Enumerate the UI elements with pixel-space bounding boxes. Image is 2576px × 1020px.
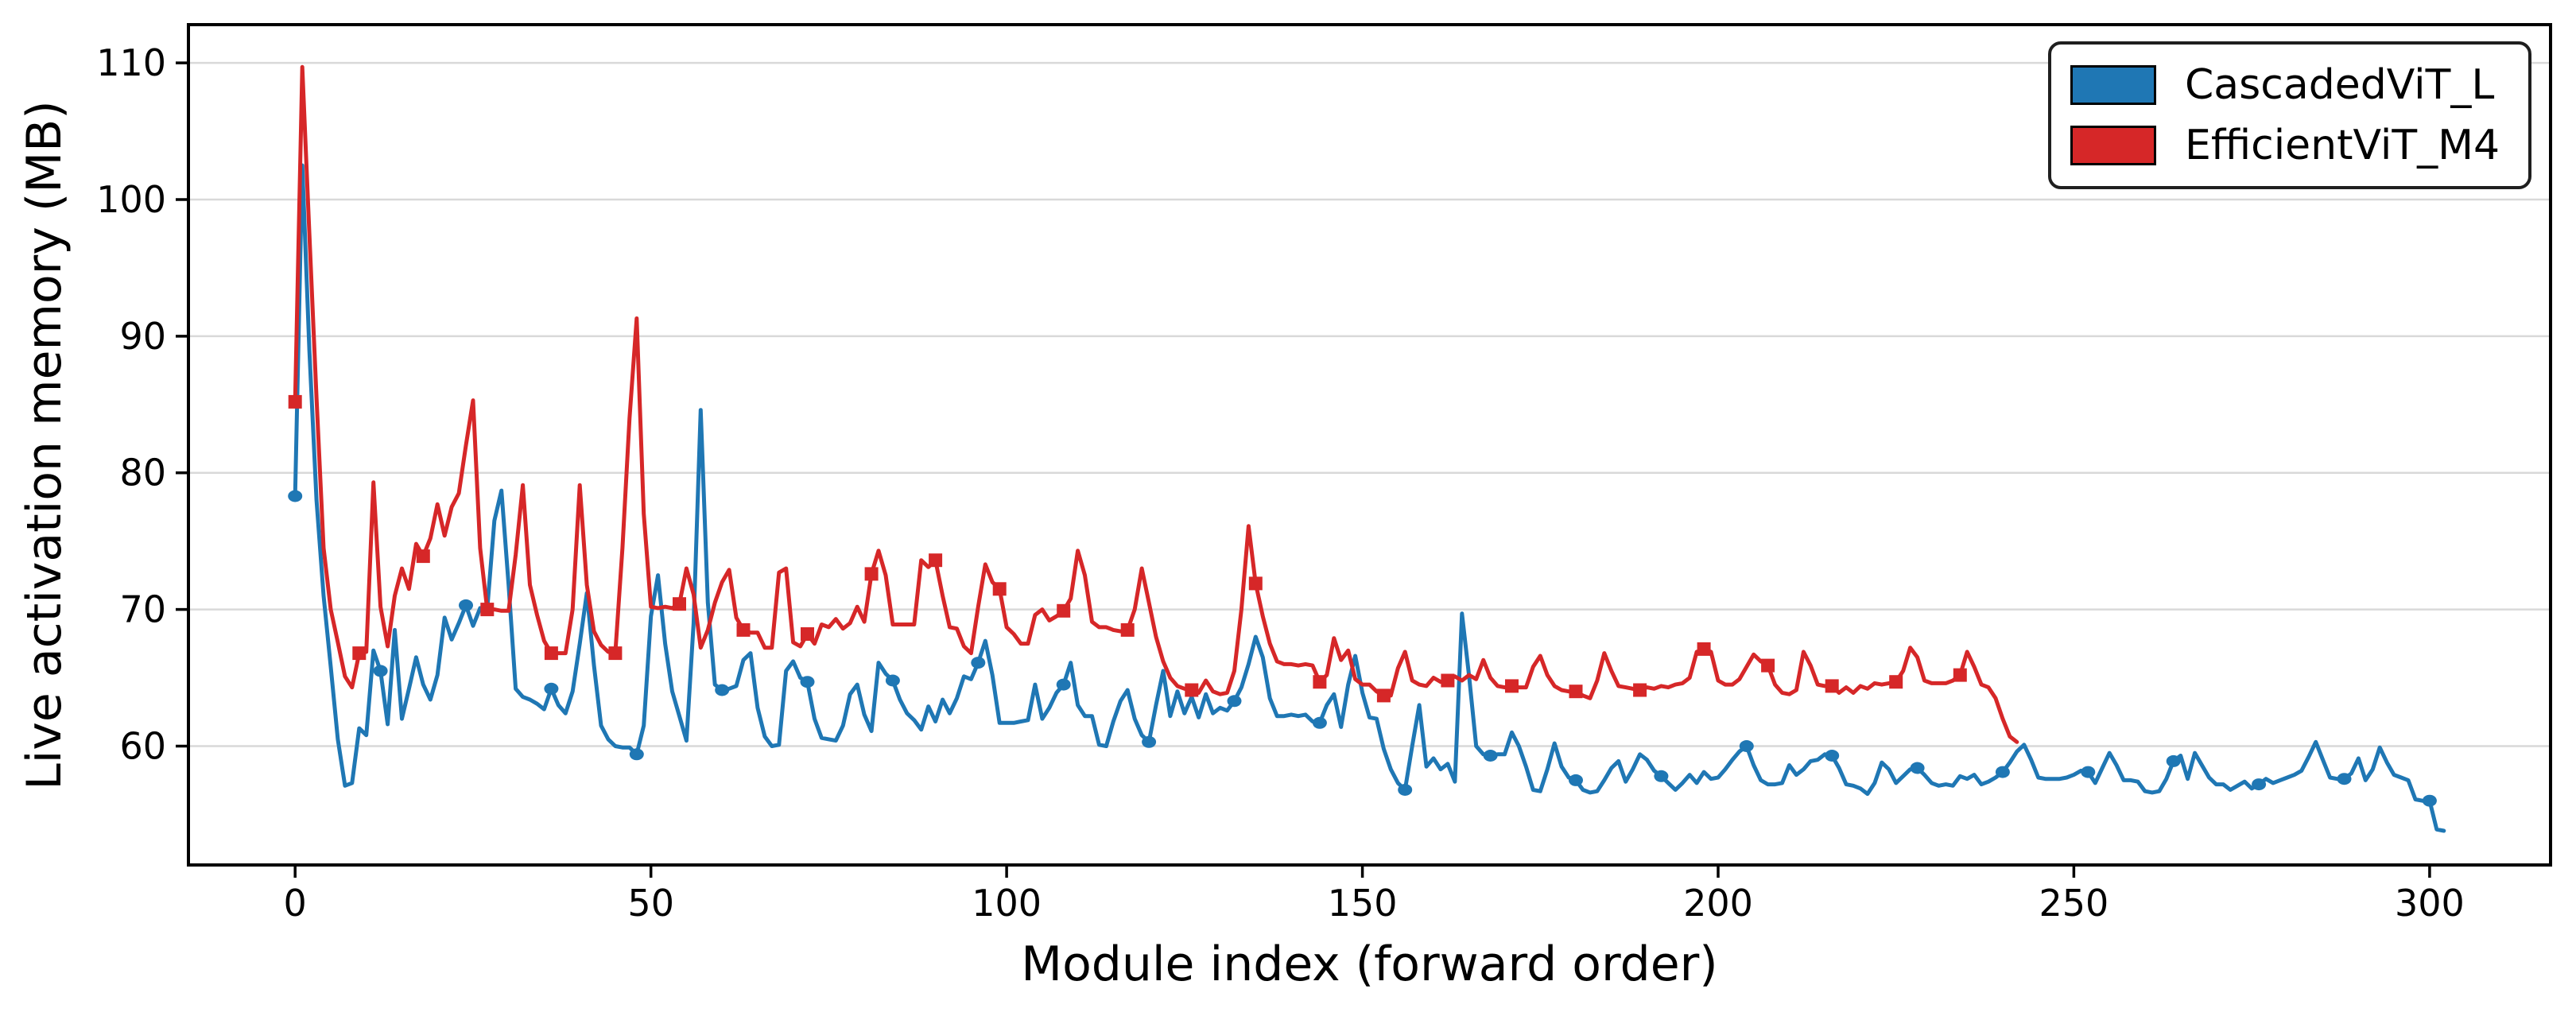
legend-swatch-cascadedvit-l <box>2070 65 2156 105</box>
legend: CascadedViT_L EfficientViT_M4 <box>2048 41 2531 189</box>
marker-EfficientViT_M4 <box>1120 622 1135 637</box>
marker-EfficientViT_M4 <box>544 646 558 661</box>
marker-CascadedViT_L <box>971 657 986 669</box>
marker-EfficientViT_M4 <box>1313 675 1327 689</box>
series-line-CascadedViT_L <box>293 163 2446 833</box>
marker-CascadedViT_L <box>1312 716 1327 729</box>
marker-CascadedViT_L <box>2422 794 2437 807</box>
marker-CascadedViT_L <box>1569 774 1583 786</box>
y-tick-label: 80 <box>119 452 166 494</box>
marker-EfficientViT_M4 <box>288 394 302 409</box>
legend-swatch-efficientvit-m4 <box>2070 126 2156 165</box>
marker-CascadedViT_L <box>2252 778 2267 791</box>
marker-CascadedViT_L <box>629 748 644 761</box>
y-tick-label: 60 <box>119 725 166 768</box>
marker-EfficientViT_M4 <box>801 627 814 641</box>
marker-EfficientViT_M4 <box>864 567 879 581</box>
y-axis-label: Live activation memory (MB) <box>17 100 72 790</box>
marker-CascadedViT_L <box>1910 762 1925 774</box>
marker-EfficientViT_M4 <box>1633 683 1647 697</box>
marker-CascadedViT_L <box>2337 773 2352 785</box>
marker-CascadedViT_L <box>1056 678 1071 691</box>
marker-EfficientViT_M4 <box>480 603 495 617</box>
marker-EfficientViT_M4 <box>1825 679 1839 693</box>
marker-EfficientViT_M4 <box>416 549 430 564</box>
y-tick-label: 90 <box>119 315 166 358</box>
y-tick-label: 100 <box>96 178 166 221</box>
marker-EfficientViT_M4 <box>1441 673 1455 688</box>
legend-label-efficientvit-m4: EfficientViT_M4 <box>2185 122 2500 169</box>
marker-EfficientViT_M4 <box>1569 685 1583 699</box>
marker-EfficientViT_M4 <box>1376 688 1391 703</box>
marker-CascadedViT_L <box>2166 754 2181 767</box>
marker-CascadedViT_L <box>1825 750 1840 762</box>
marker-CascadedViT_L <box>1739 740 1754 752</box>
legend-item-cascadedvit-l: CascadedViT_L <box>2070 61 2509 109</box>
marker-EfficientViT_M4 <box>992 582 1007 596</box>
marker-CascadedViT_L <box>1995 766 2010 778</box>
y-tick-label: 110 <box>96 41 166 84</box>
marker-CascadedViT_L <box>544 682 559 695</box>
marker-EfficientViT_M4 <box>929 553 943 568</box>
marker-EfficientViT_M4 <box>1953 668 1967 682</box>
marker-CascadedViT_L <box>1483 750 1498 762</box>
marker-CascadedViT_L <box>1398 784 1413 796</box>
marker-EfficientViT_M4 <box>673 597 686 611</box>
marker-EfficientViT_M4 <box>736 622 751 637</box>
marker-CascadedViT_L <box>800 676 815 688</box>
x-tick-label: 200 <box>1683 882 1753 925</box>
marker-EfficientViT_M4 <box>1889 675 1903 689</box>
marker-CascadedViT_L <box>715 684 730 696</box>
marker-CascadedViT_L <box>885 674 900 687</box>
marker-CascadedViT_L <box>1142 735 1157 748</box>
marker-CascadedViT_L <box>1227 695 1242 708</box>
legend-label-cascadedvit-l: CascadedViT_L <box>2185 61 2495 109</box>
marker-CascadedViT_L <box>1654 770 1669 782</box>
x-tick-label: 0 <box>284 882 307 925</box>
marker-EfficientViT_M4 <box>608 646 623 661</box>
x-axis-label: Module index (forward order) <box>1021 937 1718 992</box>
legend-item-efficientvit-m4: EfficientViT_M4 <box>2070 122 2509 169</box>
marker-EfficientViT_M4 <box>1248 576 1263 591</box>
marker-EfficientViT_M4 <box>352 646 367 661</box>
x-tick-label: 250 <box>2039 882 2109 925</box>
marker-EfficientViT_M4 <box>1761 658 1775 673</box>
marker-CascadedViT_L <box>373 665 388 677</box>
axes-box <box>187 23 2552 867</box>
x-tick-label: 300 <box>2395 882 2465 925</box>
series-line-EfficientViT_M4 <box>293 64 2019 744</box>
marker-CascadedViT_L <box>2081 766 2096 778</box>
x-tick-label: 150 <box>1328 882 1398 925</box>
x-tick-label: 50 <box>627 882 674 925</box>
marker-EfficientViT_M4 <box>1057 603 1071 618</box>
y-tick-label: 70 <box>119 588 166 631</box>
marker-EfficientViT_M4 <box>1185 683 1199 697</box>
marker-CascadedViT_L <box>288 490 303 502</box>
marker-EfficientViT_M4 <box>1697 642 1711 656</box>
marker-EfficientViT_M4 <box>1505 679 1519 693</box>
marker-CascadedViT_L <box>459 599 473 611</box>
x-tick-label: 100 <box>972 882 1042 925</box>
